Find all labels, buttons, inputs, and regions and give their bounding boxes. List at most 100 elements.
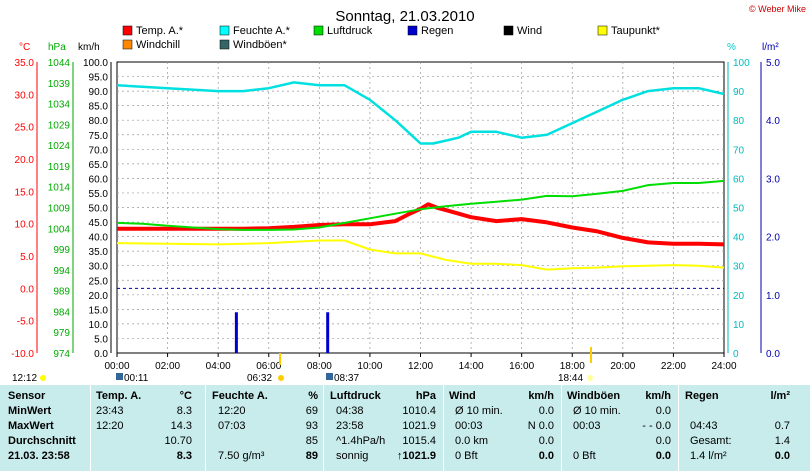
wind-tick: 65.0 bbox=[89, 160, 109, 171]
rain-value-cell: 0.0 bbox=[774, 450, 790, 462]
axis-units: °C hPa km/h % l/m² bbox=[19, 42, 779, 53]
pressure-value-cell: 1010.4 bbox=[402, 405, 436, 417]
legend-swatch bbox=[122, 25, 133, 36]
rain-tick: 4.0 bbox=[766, 116, 780, 127]
legend-label: Luftdruck bbox=[327, 25, 373, 37]
legend-label: Temp. A.* bbox=[136, 25, 184, 37]
legend-label: Regen bbox=[421, 25, 453, 37]
wind-tick: 70.0 bbox=[89, 145, 109, 156]
temp-tick: 15.0 bbox=[15, 187, 35, 198]
temp-unit: °C bbox=[179, 390, 192, 402]
gusts-value-cell: - - 0.0 bbox=[642, 420, 671, 432]
temp-tick: 30.0 bbox=[15, 90, 35, 101]
temp-time-cell: 23:43 bbox=[96, 405, 124, 417]
temp-tick: 35.0 bbox=[15, 58, 35, 69]
humidity-tick: 20 bbox=[733, 291, 745, 302]
humidity-tick: 100 bbox=[733, 58, 750, 69]
temp-time-cell: 12:20 bbox=[96, 420, 124, 432]
x-tick-label: 02:00 bbox=[155, 361, 180, 372]
x-tick-label: 18:00 bbox=[560, 361, 585, 372]
rain-tick: 0.0 bbox=[766, 349, 780, 360]
rain-time-cell: 04:43 bbox=[690, 420, 718, 432]
rain-title: Regen bbox=[685, 390, 719, 402]
series-line bbox=[116, 81, 725, 145]
temp-title: Temp. A. bbox=[96, 390, 142, 402]
wind-tick: 10.0 bbox=[89, 320, 109, 331]
temp-tick: 25.0 bbox=[15, 123, 35, 134]
legend-label: Windchill bbox=[136, 39, 180, 51]
gusts-unit: km/h bbox=[645, 390, 671, 402]
humidity-tick: 0 bbox=[733, 349, 739, 360]
humidity-time-cell: 7.50 g/m³ bbox=[218, 450, 265, 462]
temp-value-cell: 8.3 bbox=[176, 450, 192, 462]
humidity-value-cell: 93 bbox=[305, 420, 318, 432]
wind-tick: 30.0 bbox=[89, 262, 109, 273]
humidity-time-cell: 07:03 bbox=[218, 420, 246, 432]
humidity-title: Feuchte A. bbox=[212, 390, 268, 402]
chart-axes: 35.0 30.0 25.0 20.0 15.0 10.0 5.0 0.0 -5.0 -10.0 1… bbox=[11, 58, 780, 360]
pressure-tick: 974 bbox=[53, 349, 70, 360]
gusts-value-cell: 0.0 bbox=[655, 435, 671, 447]
gusts-title: Windböen bbox=[567, 390, 621, 402]
gusts-value-cell: 0.0 bbox=[655, 450, 671, 462]
gusts-time-cell: Ø 10 min. bbox=[573, 405, 621, 417]
x-tick-label: 04:00 bbox=[206, 361, 231, 372]
temp-value-cell: 14.3 bbox=[170, 420, 192, 432]
rain-tick: 3.0 bbox=[766, 174, 780, 185]
wind-tick: 90.0 bbox=[89, 87, 109, 98]
table-row: MinWert 23:43 8.3 12:20 69 04:38 1010.4 Ø 10 mi… bbox=[0, 404, 810, 419]
wind-value-cell: 0.0 bbox=[538, 450, 554, 462]
wind-tick: 20.0 bbox=[89, 291, 109, 302]
wind-time-cell: 0.0 km bbox=[455, 435, 489, 447]
pressure-time-cell: 23:58 bbox=[336, 420, 364, 432]
wind-tick: 80.0 bbox=[89, 116, 109, 127]
moonrise-time: 08:37 bbox=[334, 373, 359, 384]
sunrise-icon bbox=[278, 375, 284, 381]
sunset-time: 18:44 bbox=[558, 373, 583, 384]
pressure-value-cell: 1015.4 bbox=[402, 435, 436, 447]
wind-tick: 60.0 bbox=[89, 174, 109, 185]
humidity-tick: 90 bbox=[733, 87, 745, 98]
pressure-tick: 1014 bbox=[48, 183, 71, 194]
wind-tick: 15.0 bbox=[89, 305, 109, 316]
humidity-unit: % bbox=[308, 390, 318, 402]
pressure-value-cell: ↑1021.9 bbox=[396, 450, 436, 462]
legend-swatch bbox=[122, 39, 133, 50]
pressure-time-cell: ^1.4hPa/h bbox=[336, 435, 386, 447]
rain-unit: l/m² bbox=[770, 390, 790, 402]
rain-tick: 5.0 bbox=[766, 58, 780, 69]
temp-tick: 10.0 bbox=[15, 220, 35, 231]
pressure-title: Luftdruck bbox=[330, 390, 381, 402]
moon-time-left: 12:12 bbox=[12, 373, 37, 384]
table-row-label: 21.03. 23:58 bbox=[8, 450, 70, 462]
humidity-time-cell: 12:20 bbox=[218, 405, 246, 417]
humidity-value-cell: 69 bbox=[305, 405, 318, 417]
wind-time-cell: 0 Bft bbox=[455, 450, 478, 462]
wind-title: Wind bbox=[449, 390, 476, 402]
x-tick-label: 20:00 bbox=[610, 361, 635, 372]
table-label-sensor: Sensor bbox=[8, 390, 46, 402]
legend-label: Windböen* bbox=[233, 39, 288, 51]
temp-tick: 20.0 bbox=[15, 155, 35, 166]
chart-legend: Temp. A.* Feuchte A.* Luftdruck Regen Wind Ta… bbox=[122, 25, 661, 51]
wind-unit: km/h bbox=[528, 390, 554, 402]
temp-tick: 5.0 bbox=[20, 252, 34, 263]
x-tick-label: 22:00 bbox=[661, 361, 686, 372]
sunrise-time: 06:32 bbox=[247, 373, 272, 384]
wind-tick: 55.0 bbox=[89, 189, 109, 200]
table-header-row: Sensor Temp. A. °C Feuchte A. % Luftdruc… bbox=[0, 389, 810, 404]
x-tick-label: 08:00 bbox=[307, 361, 332, 372]
temp-tick: -10.0 bbox=[11, 349, 34, 360]
wind-tick: 95.0 bbox=[89, 73, 109, 84]
wind-tick: 25.0 bbox=[89, 276, 109, 287]
x-tick-label: 06:00 bbox=[256, 361, 281, 372]
legend-swatch bbox=[219, 25, 230, 36]
humidity-tick: 40 bbox=[733, 233, 745, 244]
pressure-tick: 984 bbox=[53, 307, 70, 318]
wind-tick: 85.0 bbox=[89, 102, 109, 113]
rain-value-cell: 1.4 bbox=[774, 435, 790, 447]
pressure-tick: 1024 bbox=[48, 141, 71, 152]
pressure-tick: 1039 bbox=[48, 79, 71, 90]
legend-swatch bbox=[503, 25, 514, 36]
moonset-time: 00:11 bbox=[124, 373, 149, 384]
